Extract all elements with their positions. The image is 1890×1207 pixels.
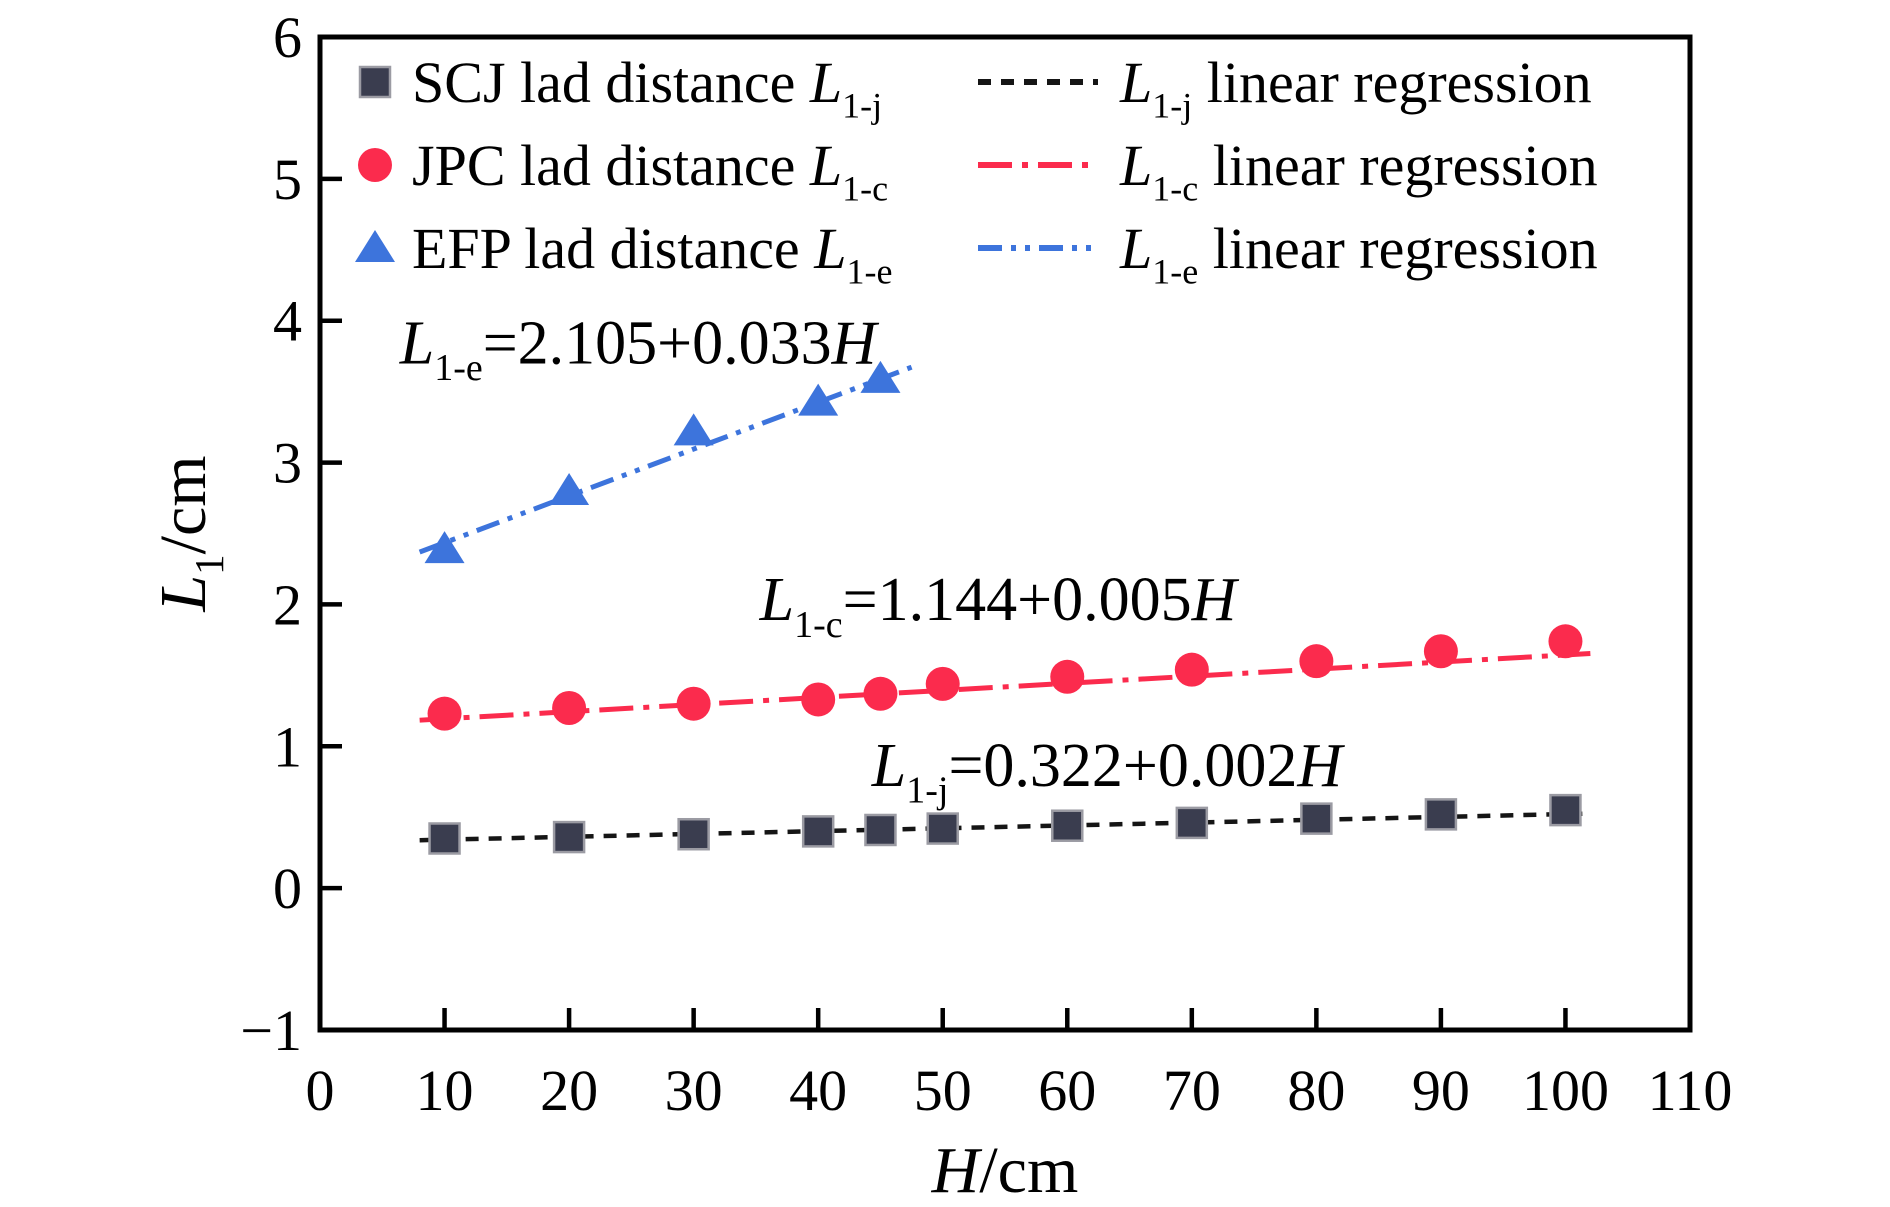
scj-marker <box>801 815 835 848</box>
scj-series <box>428 793 1582 855</box>
jpc-marker <box>1050 659 1085 694</box>
jpc-legend-line-label: L1-c linear regression <box>1119 133 1598 209</box>
efp-equation-annotation: L1-e=2.105+0.033H <box>399 309 880 389</box>
jpc-marker <box>925 666 960 701</box>
scj-marker <box>1424 798 1458 831</box>
x-axis-tick-label: 50 <box>914 1058 972 1123</box>
jpc-marker <box>676 686 711 721</box>
scj-legend-marker <box>358 65 392 99</box>
scj-marker <box>677 817 710 851</box>
legend-row-jpc: JPC lad distance L1-c L1-c linear regress… <box>358 133 1598 209</box>
y-axis-tick-label: 6 <box>273 5 302 70</box>
efp-marker <box>798 383 839 416</box>
jpc-legend-marker <box>358 148 392 182</box>
scj-marker <box>428 822 461 855</box>
scj-marker <box>552 820 586 854</box>
x-axis-tick-label: 40 <box>789 1058 847 1123</box>
scj-equation-annotation: L1-j=0.322+0.002H <box>871 732 1346 812</box>
x-axis-tick-label: 20 <box>540 1058 598 1123</box>
efp-regression-line <box>418 364 913 555</box>
x-axis-tick-label: 80 <box>1287 1058 1345 1123</box>
jpc-marker <box>1299 644 1334 679</box>
jpc-marker <box>1423 634 1458 669</box>
efp-marker <box>860 360 901 393</box>
x-axis-tick-label: 100 <box>1522 1058 1609 1123</box>
scj-marker <box>1300 802 1333 835</box>
y-axis-tick-label: 1 <box>273 714 302 779</box>
jpc-legend-label: JPC lad distance L1-c <box>412 133 888 209</box>
scj-legend-line-label: L1-j linear regression <box>1119 50 1592 126</box>
y-axis-tick-label: 2 <box>273 572 302 637</box>
efp-legend-label: EFP lad distance L1-e <box>412 216 892 292</box>
y-axis-tick-label: −1 <box>240 998 302 1063</box>
y-axis-tick-label: 4 <box>273 289 302 354</box>
efp-marker <box>424 531 465 564</box>
scj-marker <box>1175 806 1209 840</box>
efp-legend-marker <box>355 230 395 262</box>
legend-row-efp: EFP lad distance L1-e L1-e linear regress… <box>355 216 1598 292</box>
scj-legend-label: SCJ lad distance L1-j <box>412 50 882 126</box>
efp-series <box>424 360 901 564</box>
jpc-marker <box>552 690 587 725</box>
jpc-marker <box>427 696 462 731</box>
scj-marker <box>1051 809 1084 842</box>
jpc-marker <box>1174 652 1209 687</box>
jpc-regression-line <box>419 651 1591 723</box>
x-axis-tick-label: 110 <box>1648 1058 1733 1123</box>
x-axis-tick-label: 90 <box>1412 1058 1470 1123</box>
y-axis-tick-label: 5 <box>273 147 302 212</box>
jpc-marker <box>863 676 898 711</box>
x-axis-tick-label: 10 <box>416 1058 474 1123</box>
efp-legend-line-label: L1-e linear regression <box>1119 216 1598 292</box>
x-axis-label: H/cm <box>931 1134 1079 1207</box>
efp-marker <box>673 413 714 446</box>
x-axis-tick-label: 60 <box>1038 1058 1096 1123</box>
plot-frame <box>317 34 1693 1033</box>
y-axis-tick-label: 3 <box>273 431 302 496</box>
x-axis-tick-label: 30 <box>665 1058 723 1123</box>
efp-marker <box>549 472 590 505</box>
jpc-marker <box>801 682 836 717</box>
x-axis-tick-label: 70 <box>1163 1058 1221 1123</box>
jpc-marker <box>1548 624 1583 659</box>
x-axis-tick-label: 0 <box>306 1058 335 1123</box>
jpc-equation-annotation: L1-c=1.144+0.005H <box>759 566 1240 646</box>
y-axis-label: L1/cm <box>147 455 232 612</box>
jpc-series <box>427 624 1583 731</box>
scj-marker <box>1549 793 1582 827</box>
scj-marker <box>926 812 959 845</box>
legend-row-scj: SCJ lad distance L1-j L1-j linear regress… <box>358 50 1592 126</box>
scj-marker <box>864 813 897 847</box>
scj-regression-line <box>419 811 1591 843</box>
y-axis-tick-label: 0 <box>273 856 302 921</box>
